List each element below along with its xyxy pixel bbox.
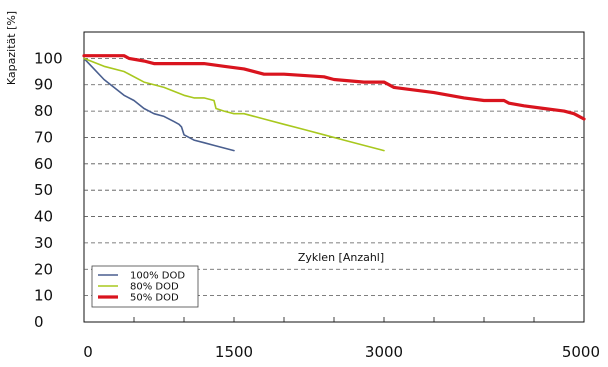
y-tick-label: 60	[34, 155, 53, 173]
y-tick-label: 90	[34, 76, 53, 94]
x-axis-tick-labels: 0 1500 3000 5000	[83, 343, 600, 361]
legend-label: 80% DOD	[130, 282, 179, 293]
series-line-1	[83, 57, 235, 152]
x-tick-label: 3000	[365, 343, 403, 361]
y-tick-label: 80	[34, 102, 53, 120]
y-tick-label: 40	[34, 208, 53, 226]
gridlines	[84, 57, 584, 297]
series-line-2	[83, 57, 385, 152]
y-tick-label: 30	[34, 234, 53, 252]
series-line-3	[82, 54, 586, 121]
x-tick-label: 5000	[562, 343, 600, 361]
x-axis-annotation: Zyklen [Anzahl]	[298, 251, 384, 264]
y-tick-label: 50	[34, 181, 53, 199]
legend-label: 50% DOD	[130, 293, 179, 304]
y-tick-label: 10	[34, 287, 53, 305]
y-tick-label: 100	[34, 49, 63, 67]
x-tick-label: 1500	[215, 343, 253, 361]
x-axis-ticks	[83, 317, 585, 322]
y-axis-label: Kapazität [%]	[5, 11, 18, 85]
x-tick-label: 0	[83, 343, 93, 361]
series-lines	[82, 54, 586, 152]
y-tick-label: 70	[34, 128, 53, 146]
y-tick-label: 0	[34, 313, 44, 331]
y-tick-label: 20	[34, 260, 53, 278]
y-axis-tick-labels: 0 10 20 30 40 50 60 70 80 90 100	[34, 49, 63, 331]
legend-label: 100% DOD	[130, 271, 185, 282]
